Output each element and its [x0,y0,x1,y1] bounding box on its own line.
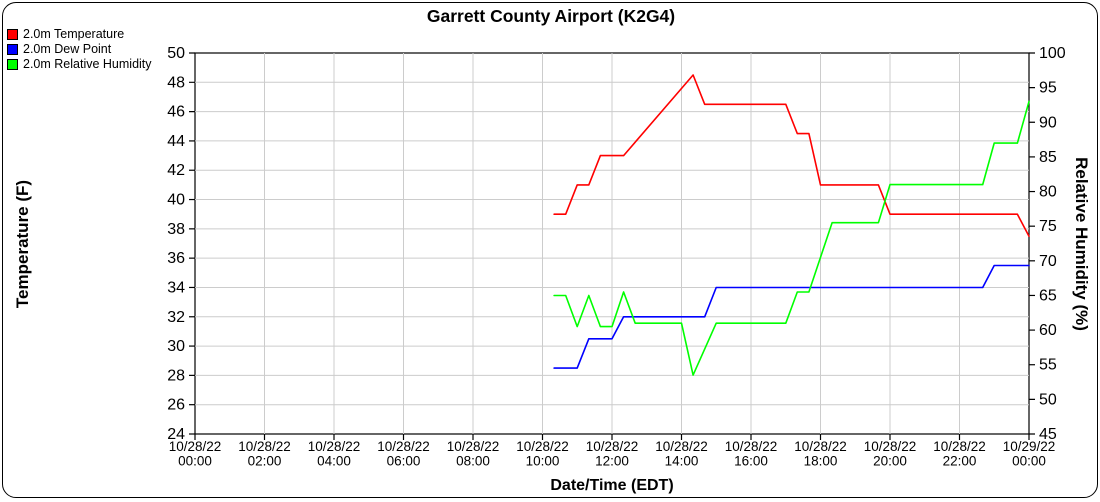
svg-text:06:00: 06:00 [387,454,421,469]
svg-text:12:00: 12:00 [595,454,629,469]
svg-text:22:00: 22:00 [943,454,977,469]
svg-text:34: 34 [167,279,185,296]
svg-text:46: 46 [167,104,185,121]
svg-text:16:00: 16:00 [734,454,768,469]
svg-text:80: 80 [1039,184,1057,201]
svg-text:48: 48 [167,74,185,91]
svg-text:90: 90 [1039,114,1057,131]
svg-text:40: 40 [167,192,185,209]
svg-text:65: 65 [1039,287,1057,304]
svg-text:30: 30 [167,338,185,355]
svg-text:10/28/22: 10/28/22 [377,439,430,454]
svg-text:50: 50 [167,45,185,62]
svg-text:14:00: 14:00 [665,454,699,469]
svg-text:95: 95 [1039,80,1057,97]
svg-text:04:00: 04:00 [317,454,351,469]
svg-text:10/28/22: 10/28/22 [655,439,708,454]
svg-text:10/28/22: 10/28/22 [516,439,569,454]
svg-text:00:00: 00:00 [1012,454,1046,469]
svg-text:100: 100 [1039,45,1066,62]
svg-text:10/28/22: 10/28/22 [933,439,986,454]
svg-text:10/28/22: 10/28/22 [864,439,917,454]
svg-text:10/29/22: 10/29/22 [1003,439,1056,454]
svg-text:08:00: 08:00 [456,454,490,469]
svg-text:10/28/22: 10/28/22 [238,439,291,454]
svg-text:38: 38 [167,221,185,238]
svg-text:10/28/22: 10/28/22 [308,439,361,454]
svg-text:10/28/22: 10/28/22 [794,439,847,454]
svg-text:44: 44 [167,133,185,150]
svg-text:28: 28 [167,367,185,384]
svg-text:10/28/22: 10/28/22 [586,439,639,454]
svg-text:75: 75 [1039,218,1057,235]
svg-text:20:00: 20:00 [873,454,907,469]
svg-text:02:00: 02:00 [248,454,282,469]
svg-text:70: 70 [1039,253,1057,270]
svg-text:26: 26 [167,397,185,414]
svg-text:42: 42 [167,162,185,179]
svg-text:55: 55 [1039,357,1057,374]
svg-text:18:00: 18:00 [804,454,838,469]
svg-text:32: 32 [167,309,185,326]
svg-text:10/28/22: 10/28/22 [169,439,222,454]
svg-text:60: 60 [1039,322,1057,339]
svg-text:10:00: 10:00 [526,454,560,469]
svg-text:00:00: 00:00 [178,454,212,469]
svg-text:50: 50 [1039,391,1057,408]
svg-text:10/28/22: 10/28/22 [725,439,778,454]
svg-text:10/28/22: 10/28/22 [447,439,500,454]
svg-text:85: 85 [1039,149,1057,166]
svg-text:36: 36 [167,250,185,267]
